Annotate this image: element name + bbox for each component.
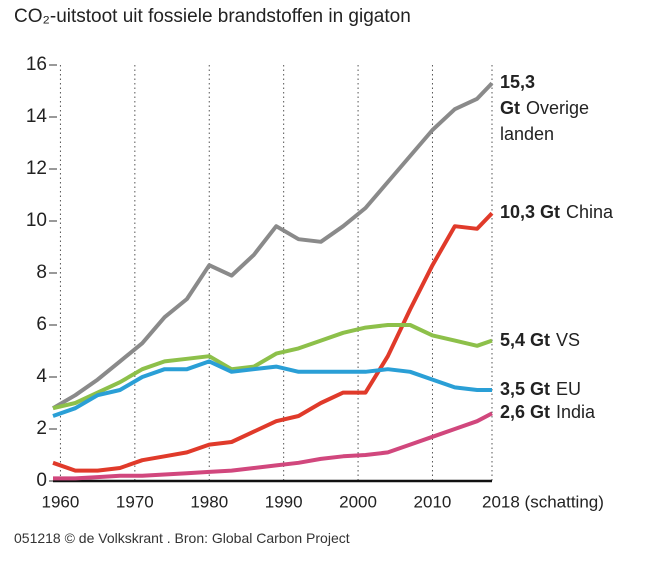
series-label: 3,5 Gt EU — [500, 376, 650, 402]
series-label: 5,4 Gt VS — [500, 327, 650, 353]
y-tick-label: 12 — [26, 158, 47, 179]
series-line — [52, 359, 492, 418]
legend-entry: India — [556, 402, 596, 423]
x-tick-label: 2018 (schatting) — [482, 492, 604, 511]
value-label: 5,4 Gt — [500, 329, 551, 350]
y-tick-label: 2 — [36, 418, 47, 439]
series-line — [51, 81, 494, 410]
value-label: 10,3 Gt — [500, 202, 561, 223]
y-tick-label: 0 — [36, 470, 47, 491]
legend-entry: VS — [556, 329, 581, 350]
y-tick-label: 16 — [26, 54, 47, 75]
legend-entry: China — [566, 202, 614, 223]
x-tick-label: 2000 — [339, 492, 377, 511]
y-tick-label: 4 — [36, 366, 47, 387]
value-label: 3,5 Gt — [500, 379, 551, 399]
legend-entry: EU — [556, 379, 582, 399]
y-tick-label: 14 — [26, 106, 48, 127]
series-label: 10,3 Gt China — [500, 199, 650, 225]
x-tick-label: 1980 — [190, 492, 228, 511]
source: 051218 © de Volkskrant . Bron: Global Ca… — [14, 530, 350, 546]
series-line — [53, 411, 493, 481]
legend-entry: Overige landen — [500, 98, 590, 145]
y-tick-label: 10 — [26, 210, 47, 231]
series-line — [52, 323, 493, 411]
series-label: 2,6 Gt India — [500, 399, 650, 425]
x-tick-label: 1970 — [116, 492, 154, 511]
x-tick-label: 1990 — [265, 492, 303, 511]
value-label: 2,6 Gt — [500, 402, 551, 423]
series-line — [52, 211, 494, 473]
y-tick-label: 6 — [36, 314, 47, 335]
y-tick-label: 8 — [36, 262, 47, 283]
x-tick-label: 2010 — [414, 492, 452, 511]
chart-title: CO₂-uitstoot uit fossiele brandstoffen i… — [14, 6, 411, 27]
value-label: 15,3 Gt — [500, 72, 536, 119]
x-tick-label: 1960 — [42, 492, 80, 511]
series-label: 15,3 Gt Overige landen — [500, 69, 590, 147]
